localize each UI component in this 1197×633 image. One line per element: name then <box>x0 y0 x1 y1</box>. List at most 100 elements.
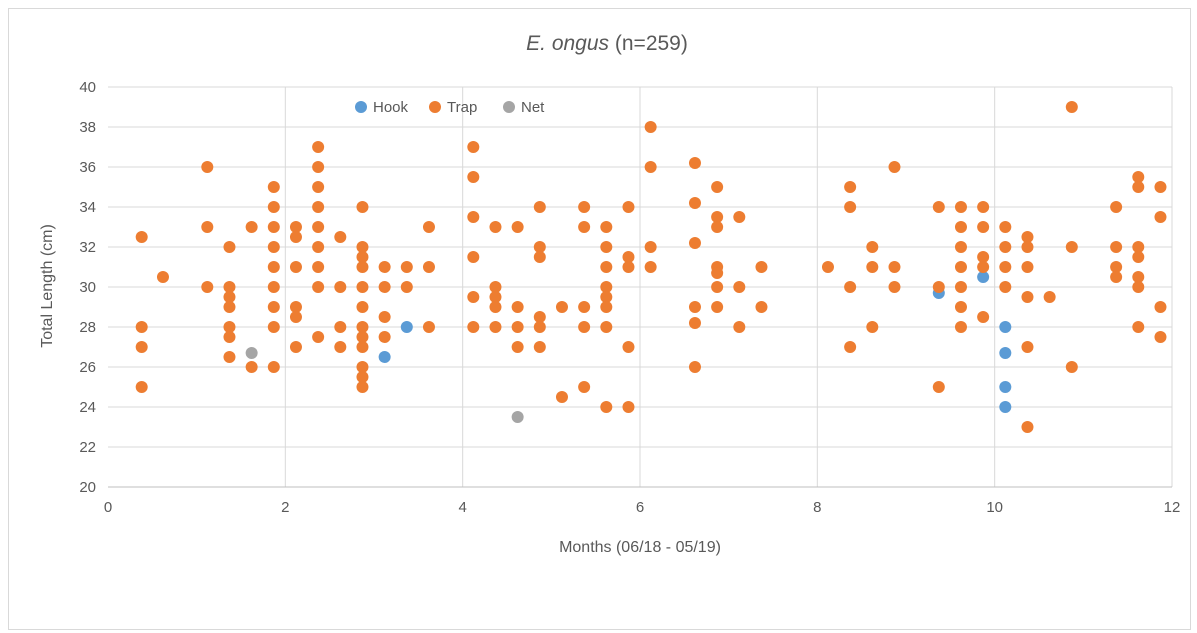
point-trap <box>135 321 148 333</box>
point-trap <box>312 181 325 193</box>
point-hook <box>977 271 990 283</box>
point-trap <box>600 281 613 293</box>
point-trap <box>622 261 635 273</box>
point-trap <box>977 261 990 273</box>
point-trap <box>688 301 701 313</box>
point-trap <box>467 321 480 333</box>
legend-label: Hook <box>373 99 409 116</box>
point-trap <box>356 281 369 293</box>
point-trap <box>356 381 369 393</box>
point-trap <box>733 281 746 293</box>
legend: Hook Trap Net <box>355 99 545 116</box>
point-trap <box>1021 241 1034 253</box>
point-trap <box>467 251 480 263</box>
point-trap <box>600 241 613 253</box>
point-trap <box>201 281 214 293</box>
point-trap <box>711 181 724 193</box>
point-trap <box>1021 291 1034 303</box>
y-tick-label: 32 <box>79 239 96 256</box>
point-trap <box>622 341 635 353</box>
point-trap <box>733 321 746 333</box>
grid-lines <box>108 86 1173 487</box>
point-trap <box>578 201 591 213</box>
point-trap <box>600 261 613 273</box>
x-tick-label: 8 <box>813 499 821 516</box>
point-trap <box>267 321 280 333</box>
point-trap <box>954 201 967 213</box>
point-trap <box>711 281 724 293</box>
point-trap <box>1110 241 1123 253</box>
point-trap <box>223 351 236 363</box>
point-trap <box>223 331 236 343</box>
point-trap <box>600 321 613 333</box>
y-tick-label: 30 <box>79 279 96 296</box>
point-trap <box>711 221 724 233</box>
point-trap <box>600 221 613 233</box>
point-trap <box>533 321 546 333</box>
point-trap <box>954 221 967 233</box>
legend-marker <box>429 101 441 113</box>
chart-title-rest: (n=259) <box>609 32 688 55</box>
point-trap <box>711 301 724 313</box>
point-trap <box>555 301 568 313</box>
point-trap <box>711 267 724 279</box>
point-trap <box>533 251 546 263</box>
point-trap <box>135 231 148 243</box>
point-trap <box>844 181 857 193</box>
point-trap <box>156 271 169 283</box>
point-trap <box>267 301 280 313</box>
point-trap <box>954 301 967 313</box>
point-trap <box>1132 181 1145 193</box>
point-trap <box>1110 201 1123 213</box>
point-trap <box>467 171 480 183</box>
point-trap <box>866 241 879 253</box>
point-trap <box>600 401 613 413</box>
point-trap <box>1132 241 1145 253</box>
point-trap <box>489 321 502 333</box>
point-trap <box>1065 101 1078 113</box>
point-trap <box>267 201 280 213</box>
point-trap <box>622 201 635 213</box>
point-trap <box>1065 361 1078 373</box>
y-tick-label: 26 <box>79 359 96 376</box>
x-tick-label: 2 <box>281 499 289 516</box>
point-trap <box>289 221 302 233</box>
point-trap <box>622 401 635 413</box>
point-trap <box>1154 211 1167 223</box>
point-trap <box>467 141 480 153</box>
point-trap <box>1110 271 1123 283</box>
legend-item-hook: Hook <box>355 99 409 116</box>
point-trap <box>489 301 502 313</box>
point-trap <box>555 391 568 403</box>
point-trap <box>135 381 148 393</box>
point-trap <box>334 231 347 243</box>
point-trap <box>378 281 391 293</box>
point-trap <box>422 221 435 233</box>
point-trap <box>312 331 325 343</box>
point-trap <box>977 221 990 233</box>
point-trap <box>755 301 768 313</box>
x-tick-label: 10 <box>986 499 1003 516</box>
point-trap <box>289 231 302 243</box>
point-trap <box>511 341 524 353</box>
point-trap <box>1043 291 1056 303</box>
point-trap <box>533 341 546 353</box>
point-trap <box>866 321 879 333</box>
point-trap <box>755 261 768 273</box>
point-trap <box>312 261 325 273</box>
point-trap <box>1154 181 1167 193</box>
y-tick-label: 22 <box>79 439 96 456</box>
point-trap <box>356 201 369 213</box>
point-trap <box>378 261 391 273</box>
point-trap <box>289 261 302 273</box>
point-trap <box>400 261 413 273</box>
point-trap <box>1154 331 1167 343</box>
x-tick-label: 0 <box>104 499 112 516</box>
point-trap <box>356 321 369 333</box>
point-trap <box>1132 171 1145 183</box>
point-trap <box>999 281 1012 293</box>
chart-title: E. ongus (n=259) <box>526 32 688 55</box>
point-trap <box>312 201 325 213</box>
point-trap <box>378 311 391 323</box>
y-tick-label: 36 <box>79 159 96 176</box>
